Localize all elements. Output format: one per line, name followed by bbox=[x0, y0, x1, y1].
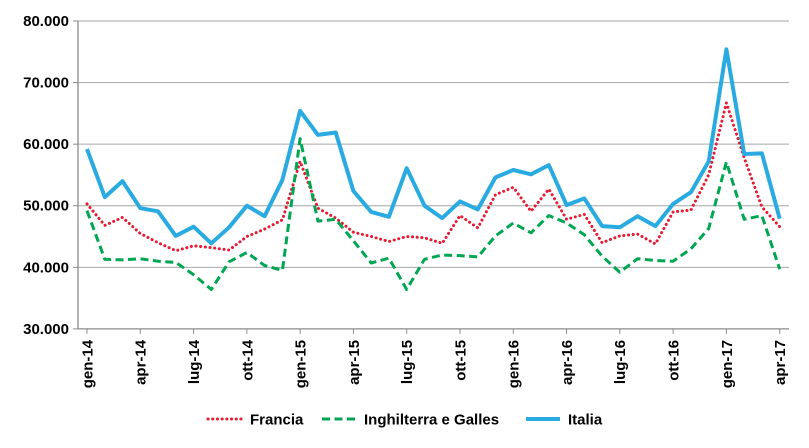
legend: Francia Inghilterra e Galles Italia bbox=[206, 412, 603, 429]
series-line bbox=[85, 47, 782, 246]
x-tick-label: ott-16 bbox=[666, 340, 683, 381]
x-tick-label: apr-17 bbox=[772, 340, 789, 385]
y-tick-label: 70.000 bbox=[23, 75, 69, 92]
x-tick-label: lug-14 bbox=[186, 339, 203, 384]
y-tick-label: 60.000 bbox=[23, 136, 69, 153]
x-tick-label: gen-16 bbox=[506, 340, 523, 388]
x-tick-label: lug-16 bbox=[612, 340, 629, 384]
x-tick-label: apr-14 bbox=[133, 339, 150, 385]
x-axis: gen-14 apr-14 lug-14 ott-14 gen-15 apr-15 lug-… bbox=[78, 328, 789, 388]
y-tick-label: 50.000 bbox=[23, 198, 69, 215]
x-tick-label: gen-14 bbox=[79, 339, 96, 388]
legend-label: Italia bbox=[568, 412, 603, 429]
series-francia bbox=[85, 101, 782, 253]
y-tick-label: 40.000 bbox=[23, 259, 69, 276]
x-tick-label: ott-15 bbox=[452, 340, 469, 381]
legend-item-inghilterra-e-galles: Inghilterra e Galles bbox=[322, 412, 499, 429]
y-tick-label: 80.000 bbox=[23, 13, 69, 30]
legend-label: Inghilterra e Galles bbox=[364, 412, 499, 429]
x-tick-label: lug-15 bbox=[399, 340, 416, 384]
y-tick-label: 30.000 bbox=[23, 321, 69, 338]
x-tick-label: apr-16 bbox=[559, 340, 576, 385]
x-tick-label: gen-15 bbox=[293, 340, 310, 388]
series-italia bbox=[85, 47, 782, 246]
x-tick-label: ott-14 bbox=[239, 339, 256, 380]
series-line bbox=[85, 101, 782, 253]
y-axis: 80.000 70.000 60.000 50.000 40.000 30.000 bbox=[23, 13, 79, 338]
x-tick-label: apr-15 bbox=[346, 340, 363, 385]
x-tick-label: gen-17 bbox=[719, 340, 736, 388]
series-inghilterra-e-galles bbox=[85, 137, 782, 291]
legend-item-italia: Italia bbox=[526, 412, 603, 429]
legend-item-francia: Francia bbox=[206, 412, 304, 429]
legend-label: Francia bbox=[250, 412, 304, 429]
series-line bbox=[85, 137, 782, 291]
